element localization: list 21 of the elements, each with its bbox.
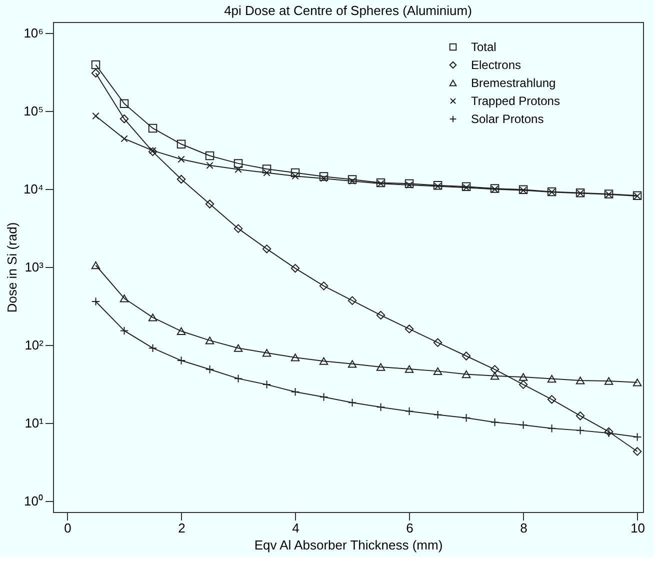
y-tick-label: 10⁰ bbox=[24, 493, 44, 508]
x-tick-label: 0 bbox=[64, 520, 72, 536]
chart-title: 4pi Dose at Centre of Spheres (Aluminium) bbox=[224, 3, 472, 18]
y-axis-title: Dose in Si (rad) bbox=[4, 222, 20, 313]
legend-label: Bremestrahlung bbox=[471, 76, 556, 90]
legend-label: Electrons bbox=[471, 58, 522, 72]
legend-label: Total bbox=[471, 40, 496, 54]
y-tick-label: 10² bbox=[24, 337, 44, 352]
y-tick-label: 10⁵ bbox=[24, 103, 44, 118]
x-tick-label: 2 bbox=[178, 520, 186, 536]
x-tick-label: 4 bbox=[292, 520, 300, 536]
x-tick-label: 6 bbox=[406, 520, 414, 536]
y-tick-label: 10⁶ bbox=[24, 25, 44, 40]
legend-label: Solar Protons bbox=[471, 112, 544, 126]
x-axis-title: Eqv Al Absorber Thickness (mm) bbox=[254, 538, 443, 552]
x-tick-label: 8 bbox=[520, 520, 528, 536]
y-tick-label: 10³ bbox=[24, 259, 44, 274]
y-tick-label: 10⁴ bbox=[23, 181, 44, 196]
y-tick-label: 10¹ bbox=[24, 415, 44, 430]
legend-label: Trapped Protons bbox=[471, 94, 560, 108]
x-tick-label: 10 bbox=[630, 520, 646, 536]
